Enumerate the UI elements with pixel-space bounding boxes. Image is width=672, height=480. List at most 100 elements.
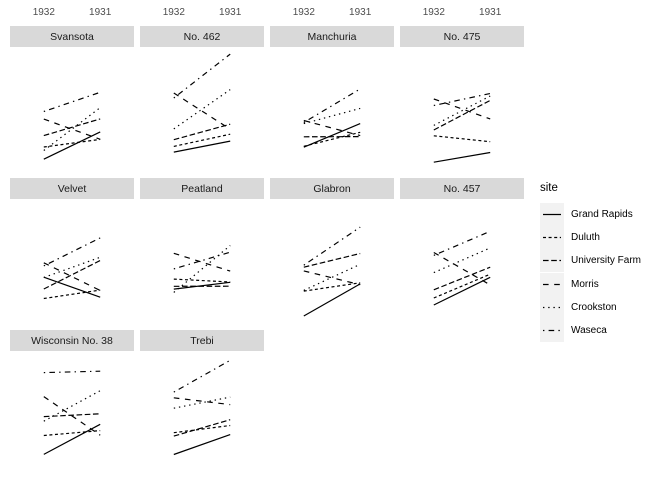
facet-strip-label: Manchuria	[307, 30, 357, 43]
series-line-grand-rapids	[433, 151, 491, 163]
facet-panel-no-475	[400, 47, 524, 170]
series-line-crookston	[173, 396, 231, 409]
x-axis-col-4: 1932 1931	[400, 6, 524, 20]
facet-plot	[433, 230, 491, 306]
legend-label: Crookston	[571, 301, 617, 313]
facet-strip-label: No. 462	[183, 30, 221, 43]
facet-strip-glabron: Glabron	[270, 178, 394, 199]
facet-panel-wisconsin-no-38	[10, 351, 134, 474]
series-line-morris	[173, 91, 231, 130]
legend-entry-morris: Morris	[540, 272, 599, 296]
facet-panel-velvet	[10, 199, 134, 322]
x-tick-label-1932: 1932	[162, 7, 185, 18]
facet-panel-manchuria	[270, 47, 394, 170]
legend-key-line	[543, 237, 561, 239]
facet-plot	[433, 92, 491, 163]
facet-strip-label: Svansota	[50, 30, 94, 43]
series-line-duluth	[303, 281, 361, 292]
facet-strip-manchuria: Manchuria	[270, 26, 394, 47]
series-line-crookston	[173, 244, 231, 293]
facet-strip-label: Velvet	[57, 182, 87, 195]
facet-plot	[303, 226, 361, 317]
site-legend: site Grand Rapids Duluth University Farm Mo…	[540, 182, 672, 342]
series-line-waseca	[173, 359, 231, 393]
facet-strip-svansota: Svansota	[10, 26, 134, 47]
series-line-university-farm	[43, 117, 101, 136]
series-line-duluth	[43, 429, 101, 436]
x-tick-label-1931: 1931	[89, 7, 112, 18]
series-line-waseca	[303, 226, 361, 266]
legend-key-solid-linetype-icon	[540, 203, 564, 226]
legend-label: Morris	[571, 278, 599, 290]
legend-key-line	[543, 260, 561, 262]
series-line-university-farm	[433, 99, 491, 131]
facet-panel-svansota	[10, 47, 134, 170]
facet-strip-no-457: No. 457	[400, 178, 524, 199]
x-tick-label-1931: 1931	[479, 7, 502, 18]
x-tick-label-1931: 1931	[349, 7, 372, 18]
series-line-grand-rapids	[43, 276, 101, 298]
facet-plot	[43, 236, 101, 299]
facet-plot	[303, 87, 361, 148]
series-line-morris	[173, 396, 231, 405]
legend-key-line	[543, 213, 561, 216]
series-line-grand-rapids	[433, 276, 491, 306]
series-line-morris	[303, 119, 361, 136]
facet-strip-label: Wisconsin No. 38	[31, 334, 113, 347]
series-line-waseca	[173, 53, 231, 98]
series-line-university-farm	[43, 259, 101, 290]
x-tick-label-1932: 1932	[422, 7, 445, 18]
facet-strip-no-462: No. 462	[140, 26, 264, 47]
facet-panel-glabron	[270, 199, 394, 322]
facet-plot	[43, 91, 101, 160]
legend-key-42-linetype-icon	[540, 249, 564, 273]
legend-key-22-linetype-icon	[540, 226, 564, 250]
facet-strip-velvet: Velvet	[10, 178, 134, 199]
series-line-morris	[433, 97, 491, 119]
legend-label: Waseca	[571, 325, 607, 336]
legend-key-1343-linetype-icon	[540, 319, 564, 342]
facet-strip-label: No. 457	[443, 182, 481, 195]
series-line-grand-rapids	[173, 433, 231, 455]
series-line-university-farm	[433, 266, 491, 290]
series-line-waseca	[43, 91, 101, 112]
facet-strip-trebi: Trebi	[140, 330, 264, 351]
series-line-duluth	[173, 278, 231, 283]
legend-key-line	[543, 283, 561, 285]
series-line-grand-rapids	[303, 282, 361, 317]
facet-strip-label: No. 475	[443, 30, 481, 43]
series-line-crookston	[433, 94, 491, 126]
legend-entry-duluth: Duluth	[540, 226, 600, 250]
series-line-duluth	[43, 138, 101, 148]
series-line-morris	[43, 261, 101, 291]
series-line-waseca	[433, 92, 491, 106]
series-line-waseca	[43, 236, 101, 266]
facet-strip-peatland: Peatland	[140, 178, 264, 199]
series-line-duluth	[303, 131, 361, 147]
series-line-crookston	[43, 106, 101, 151]
legend-key-44-linetype-icon	[540, 272, 564, 296]
facet-strip-wisconsin-no-38: Wisconsin No. 38	[10, 330, 134, 351]
series-line-waseca	[43, 370, 101, 373]
series-line-duluth	[433, 273, 491, 299]
series-line-university-farm	[173, 418, 231, 437]
legend-entry-waseca: Waseca	[540, 319, 607, 342]
series-line-crookston	[173, 88, 231, 129]
series-line-grand-rapids	[173, 140, 231, 153]
legend-title: site	[540, 182, 558, 194]
series-line-waseca	[303, 87, 361, 123]
facet-plot	[173, 53, 231, 153]
x-axis-col-1: 1932 1931	[10, 6, 134, 20]
facet-panel-no-462	[140, 47, 264, 170]
series-line-grand-rapids	[303, 122, 361, 148]
legend-key-13-linetype-icon	[540, 295, 564, 319]
series-line-crookston	[303, 107, 361, 124]
series-line-morris	[303, 269, 361, 285]
x-tick-label-1931: 1931	[219, 7, 242, 18]
series-line-waseca	[433, 230, 491, 256]
x-tick-label-1932: 1932	[32, 7, 55, 18]
series-line-duluth	[433, 134, 491, 142]
series-line-duluth	[173, 424, 231, 433]
facet-panel-peatland	[140, 199, 264, 322]
